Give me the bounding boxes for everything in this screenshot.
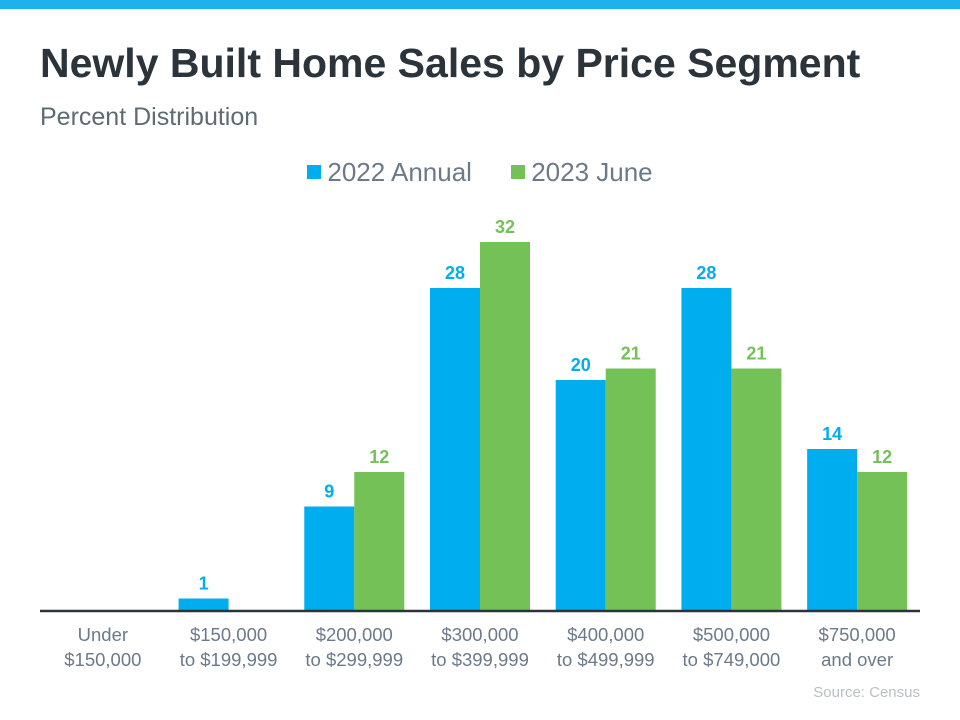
legend-label: 2022 Annual xyxy=(327,157,472,187)
data-label: 12 xyxy=(872,447,892,467)
chart-subtitle: Percent Distribution xyxy=(40,103,259,131)
x-tick-label: to $749,000 xyxy=(683,649,781,670)
legend-item-2022: 2022 Annual xyxy=(307,157,472,188)
x-tick-label: to $299,999 xyxy=(305,649,403,670)
top-accent-bar xyxy=(0,0,960,9)
data-label: 9 xyxy=(324,482,334,502)
x-tick-label: and over xyxy=(821,649,893,670)
x-tick-label: Under xyxy=(78,624,128,645)
bar xyxy=(857,472,908,610)
bar xyxy=(605,368,656,610)
x-tick-label: $150,000 xyxy=(190,624,267,645)
data-label: 21 xyxy=(621,344,641,364)
bar xyxy=(178,598,229,610)
legend-item-2023: 2023 June xyxy=(511,157,653,188)
bar xyxy=(807,449,858,610)
x-tick-label: $200,000 xyxy=(316,624,393,645)
data-label: 12 xyxy=(369,447,389,467)
legend-swatch xyxy=(511,165,526,179)
legend: 2022 Annual 2023 June xyxy=(0,157,960,188)
bar xyxy=(731,368,782,610)
bar xyxy=(430,288,480,610)
source-note: Source: Census xyxy=(813,684,920,701)
chart-title: Newly Built Home Sales by Price Segment xyxy=(40,40,861,86)
x-tick-label: to $499,999 xyxy=(557,649,655,670)
legend-swatch xyxy=(307,165,322,179)
data-label: 28 xyxy=(445,263,465,283)
x-tick-label: to $399,999 xyxy=(431,649,529,670)
x-tick-label: $500,000 xyxy=(693,624,770,645)
x-tick-label: $300,000 xyxy=(441,624,518,645)
data-label: 14 xyxy=(822,424,842,444)
bar xyxy=(354,472,405,610)
x-tick-label: $750,000 xyxy=(819,624,896,645)
data-label: 20 xyxy=(571,355,591,375)
bar xyxy=(480,242,530,610)
data-label: 1 xyxy=(199,574,209,594)
legend-label: 2023 June xyxy=(531,157,653,187)
bar xyxy=(304,506,355,610)
bar xyxy=(681,288,732,610)
x-tick-label: to $199,999 xyxy=(180,649,278,670)
data-label: 28 xyxy=(696,263,716,283)
bar xyxy=(555,380,606,610)
data-label: 21 xyxy=(746,344,766,364)
x-tick-label: $150,000 xyxy=(64,649,141,670)
x-tick-label: $400,000 xyxy=(567,624,644,645)
data-label: 32 xyxy=(495,217,515,237)
